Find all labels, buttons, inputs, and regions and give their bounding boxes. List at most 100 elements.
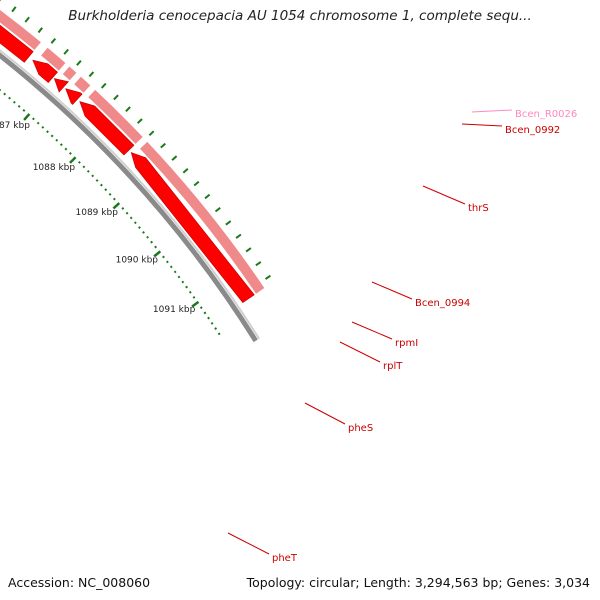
- leader-line-Bcen_0994: [371, 281, 413, 300]
- leader-line-pheS: [304, 402, 346, 425]
- minor-tick: [129, 216, 133, 220]
- minor-tick: [68, 152, 72, 155]
- backbone-line: [0, 52, 258, 343]
- major-tick: [112, 202, 121, 210]
- leader-line-pheT: [227, 532, 270, 555]
- gene-shadow-Bcen_0994: [41, 47, 66, 71]
- minor-tick: [32, 117, 35, 121]
- minor-tick: [217, 332, 221, 336]
- outer-tick: [193, 180, 200, 187]
- minor-tick: [50, 134, 54, 138]
- gene-shadow-pheS: [88, 89, 143, 144]
- map-title: Burkholderia cenocepacia AU 1054 chromos…: [68, 8, 532, 24]
- minor-tick: [95, 179, 99, 182]
- gene-feature-pheT: [130, 152, 255, 304]
- backbone-shadow: [0, 49, 260, 340]
- minor-tick: [173, 270, 177, 274]
- gene-label-Bcen_0992[interactable]: Bcen_0992: [505, 125, 560, 136]
- gene-shadow-thrS: [0, 9, 41, 50]
- minor-tick: [138, 226, 141, 229]
- minor-tick: [199, 306, 203, 310]
- minor-tick: [150, 240, 154, 244]
- outer-tick: [182, 168, 189, 174]
- outer-tick: [37, 27, 43, 34]
- minor-tick: [142, 231, 145, 234]
- minor-tick: [108, 192, 112, 196]
- minor-tick: [146, 235, 149, 239]
- outer-tick: [171, 155, 178, 161]
- gene-label-Bcen_R0026[interactable]: Bcen_R0026: [515, 109, 577, 120]
- minor-tick: [77, 160, 81, 164]
- minor-tick: [22, 109, 26, 112]
- outer-tick: [76, 60, 82, 66]
- outer-tick: [88, 71, 95, 78]
- outer-tick: [160, 142, 166, 149]
- minor-tick: [8, 96, 11, 100]
- minor-tick: [125, 211, 129, 215]
- minor-tick: [181, 280, 185, 284]
- major-tick: [69, 156, 77, 164]
- outer-tick: [255, 261, 262, 267]
- topology-summary: Topology: circular; Length: 3,294,563 bp…: [246, 575, 590, 590]
- leader-line-Bcen_0992: [461, 123, 503, 127]
- gene-shadow-rpmI: [62, 66, 77, 81]
- minor-tick: [166, 260, 169, 264]
- major-tick: [23, 113, 31, 121]
- minor-tick: [17, 104, 21, 108]
- minor-tick: [214, 327, 218, 330]
- outer-tick: [63, 48, 69, 55]
- outer-tick: [225, 220, 232, 226]
- outer-tick: [204, 193, 211, 200]
- outer-tick: [125, 106, 131, 112]
- leader-line-thrS: [422, 185, 466, 205]
- outer-tick: [235, 233, 242, 239]
- accession-text: Accession: NC_008060: [8, 575, 151, 590]
- minor-tick: [112, 197, 116, 201]
- outer-tick: [148, 130, 155, 137]
- outer-tick: [137, 118, 143, 124]
- minor-tick: [188, 290, 192, 294]
- minor-tick: [207, 316, 210, 320]
- minor-tick: [91, 174, 95, 178]
- outer-tick: [113, 94, 119, 101]
- kbp-tick-label: 1087 kbp: [0, 121, 30, 131]
- gene-feature-thrS: [0, 24, 34, 63]
- gene-label-pheS[interactable]: pheS: [348, 423, 373, 434]
- gene-feature-rplT: [65, 88, 83, 105]
- minor-tick: [203, 311, 207, 315]
- gene-label-Bcen_0994[interactable]: Bcen_0994: [415, 298, 470, 309]
- gene-label-rplT[interactable]: rplT: [383, 361, 403, 372]
- kbp-tick-label: 1089 kbp: [76, 208, 119, 218]
- outer-tick: [0, 0, 1, 2]
- minor-tick: [210, 321, 214, 325]
- minor-tick: [133, 221, 137, 225]
- minor-tick: [46, 130, 49, 134]
- minor-tick: [104, 188, 108, 192]
- gene-label-thrS[interactable]: thrS: [468, 203, 489, 214]
- kbp-tick-label: 1091 kbp: [153, 305, 196, 315]
- minor-tick: [162, 255, 165, 259]
- gene-labels: Bcen_R0026 Bcen_0992 thrS Bcen_0994 rpmI rplT…: [227, 109, 577, 564]
- minor-tick: [192, 295, 196, 299]
- gene-label-rpmI[interactable]: rpmI: [395, 338, 418, 349]
- chromosome-backbone: [0, 49, 260, 343]
- minor-tick: [55, 138, 59, 142]
- kbp-tick-label: 1088 kbp: [33, 163, 76, 173]
- minor-tick: [41, 125, 45, 129]
- minor-tick: [169, 265, 173, 269]
- minor-tick: [100, 183, 103, 187]
- minor-tick: [3, 92, 7, 96]
- outer-tick: [100, 82, 107, 89]
- gene-feature-rpmI: [53, 78, 69, 93]
- major-tick: [153, 250, 162, 258]
- outer-tick: [214, 207, 221, 213]
- minor-tick: [82, 165, 86, 169]
- gene-label-pheT[interactable]: pheT: [272, 553, 298, 564]
- minor-tick: [36, 121, 40, 125]
- minor-tick: [12, 100, 16, 104]
- gene-feature-Bcen_0994: [32, 59, 58, 84]
- gene-features: [0, 9, 265, 304]
